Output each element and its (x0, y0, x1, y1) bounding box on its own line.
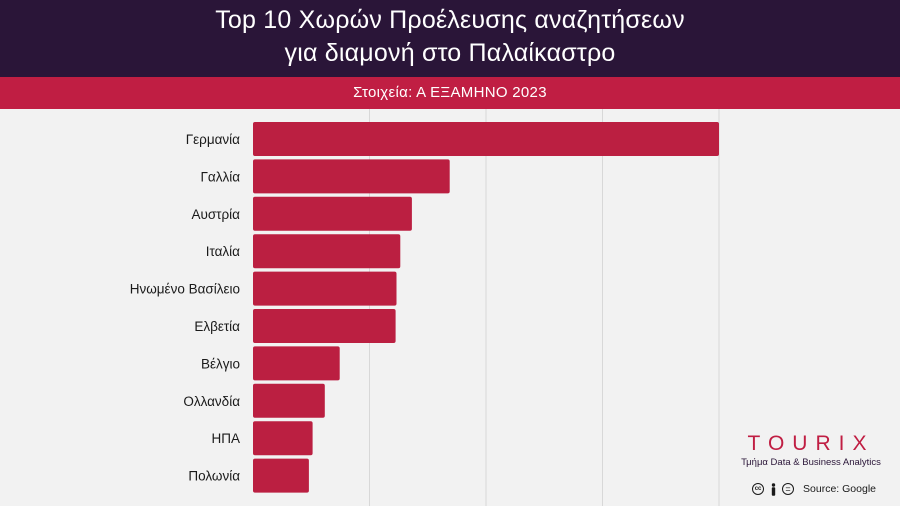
category-label-5: Ελβετία (194, 319, 240, 334)
nd-icon: = (782, 483, 795, 495)
category-label-8: ΗΠΑ (211, 431, 240, 446)
chart-area: Γερμανία Γαλλία Αυστρία Ιταλία Ηνωμένο Βασίλ… (0, 109, 900, 506)
category-label-0: Γερμανία (186, 132, 240, 147)
bar-9 (253, 458, 309, 493)
logo-subtitle: Τμήμα Data & Business Analytics (741, 457, 881, 468)
bar-4 (253, 271, 397, 306)
bar-2 (253, 196, 412, 231)
bar-6 (253, 346, 340, 381)
category-label-3: Ιταλία (206, 244, 240, 259)
category-label-2: Αυστρία (191, 207, 240, 222)
by-icon (769, 482, 777, 496)
bar-7 (253, 383, 325, 418)
tourix-logo: TOURIX Τμήμα Data & Business Analytics (736, 433, 886, 469)
chart-subtitle: Στοιχεία: Α ΕΞΑΜΗΝΟ 2023 (0, 77, 900, 109)
category-label-1: Γαλλία (200, 169, 240, 184)
chart-header: Top 10 Χωρών Προέλευσης αναζητήσεων για … (0, 0, 900, 77)
category-label-6: Βέλγιο (201, 356, 240, 371)
source-credit: cc = Source: Google (752, 481, 876, 497)
logo-wordmark: TOURIX (747, 432, 875, 455)
category-label-9: Πολωνία (188, 469, 240, 484)
chart-title-line-2: για διαμονή στο Παλαίκαστρο (284, 39, 616, 67)
category-label-7: Ολλανδία (183, 394, 240, 409)
bar-0 (253, 122, 719, 156)
bar-3 (253, 234, 401, 269)
category-label-4: Ηνωμένο Βασίλειο (130, 282, 240, 297)
bar-1 (253, 159, 450, 194)
bar-chart: Γερμανία Γαλλία Αυστρία Ιταλία Ηνωμένο Βασίλ… (130, 109, 720, 506)
bar-5 (253, 309, 396, 343)
bar-8 (253, 421, 313, 456)
chart-title-line-1: Top 10 Χωρών Προέλευσης αναζητήσεων (215, 6, 685, 34)
cc-icon: cc (752, 483, 765, 495)
source-label: Source: Google (803, 483, 876, 495)
